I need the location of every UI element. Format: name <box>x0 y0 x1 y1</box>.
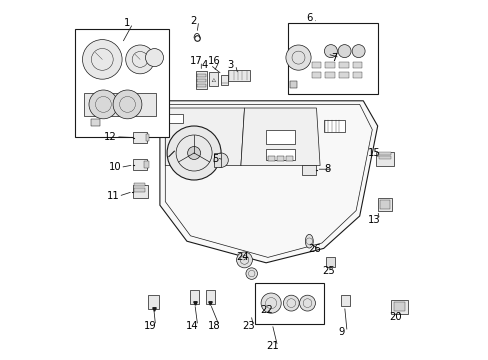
Text: 1: 1 <box>124 18 130 28</box>
Bar <box>311 72 321 78</box>
Text: 5: 5 <box>212 154 219 164</box>
Text: 3: 3 <box>226 60 233 70</box>
Bar <box>393 302 404 311</box>
Circle shape <box>261 293 281 313</box>
Text: 2: 2 <box>190 16 196 26</box>
Bar <box>221 75 228 85</box>
Circle shape <box>82 40 122 79</box>
Text: 13: 13 <box>367 215 380 225</box>
Text: 22: 22 <box>260 305 273 315</box>
Bar <box>134 188 144 192</box>
Bar <box>197 74 205 77</box>
Bar <box>287 23 377 94</box>
Text: 24: 24 <box>236 252 248 262</box>
Text: 7: 7 <box>331 53 337 63</box>
Circle shape <box>351 45 365 58</box>
Bar <box>375 152 393 166</box>
Circle shape <box>89 90 118 119</box>
Polygon shape <box>241 108 320 166</box>
Bar <box>379 200 389 209</box>
Circle shape <box>236 252 252 268</box>
Text: 18: 18 <box>207 321 220 331</box>
Text: 9: 9 <box>338 327 344 337</box>
Text: 4: 4 <box>202 60 207 70</box>
Bar <box>378 156 390 159</box>
Bar <box>378 152 390 155</box>
Bar <box>190 290 199 304</box>
Bar <box>196 71 206 89</box>
Bar <box>268 156 274 161</box>
Bar <box>352 62 362 68</box>
Bar <box>277 156 283 161</box>
Circle shape <box>187 147 200 159</box>
Text: 6: 6 <box>305 13 312 23</box>
Bar <box>213 153 221 167</box>
Text: 21: 21 <box>265 341 278 351</box>
Bar <box>197 84 205 87</box>
Text: 16: 16 <box>207 56 220 66</box>
Bar <box>339 72 348 78</box>
Text: 12: 12 <box>104 132 117 142</box>
Bar <box>377 198 391 211</box>
Circle shape <box>167 126 221 180</box>
Bar <box>148 295 159 309</box>
Text: 14: 14 <box>185 321 198 331</box>
Circle shape <box>324 45 337 58</box>
Text: 23: 23 <box>241 321 254 331</box>
Bar <box>133 159 146 170</box>
Bar <box>228 70 249 81</box>
Text: 17: 17 <box>189 56 202 66</box>
Bar <box>90 119 100 126</box>
Bar <box>84 93 156 116</box>
Circle shape <box>213 153 228 167</box>
Bar <box>339 62 348 68</box>
Text: 19: 19 <box>143 321 156 331</box>
Bar <box>197 79 205 82</box>
Polygon shape <box>165 108 244 166</box>
Text: 8: 8 <box>324 164 330 174</box>
Bar <box>205 290 214 304</box>
Circle shape <box>145 49 163 67</box>
Text: 10: 10 <box>108 162 121 172</box>
Bar <box>302 165 316 175</box>
Bar <box>133 132 146 143</box>
Text: 25: 25 <box>322 266 335 276</box>
Circle shape <box>125 45 154 74</box>
Bar <box>285 156 292 161</box>
Bar <box>265 130 294 144</box>
Bar <box>132 185 147 198</box>
Polygon shape <box>160 101 377 263</box>
Bar <box>352 72 362 78</box>
Bar <box>325 62 334 68</box>
Bar <box>168 114 183 123</box>
Circle shape <box>283 295 299 311</box>
Circle shape <box>113 90 142 119</box>
Bar <box>75 29 168 137</box>
Bar <box>325 72 334 78</box>
Bar <box>145 134 149 141</box>
Bar <box>390 300 407 314</box>
Text: 15: 15 <box>367 148 380 158</box>
Bar <box>323 120 345 132</box>
Bar <box>340 295 349 306</box>
Bar <box>325 257 334 267</box>
Text: 11: 11 <box>106 191 119 201</box>
Circle shape <box>285 45 310 70</box>
Ellipse shape <box>305 234 313 248</box>
Bar <box>255 283 323 324</box>
Circle shape <box>337 45 350 58</box>
Text: 20: 20 <box>388 312 401 322</box>
Bar <box>265 149 294 160</box>
Bar <box>289 81 296 88</box>
Bar <box>209 72 218 86</box>
Circle shape <box>245 268 257 279</box>
Bar <box>144 161 148 168</box>
Bar <box>311 62 321 68</box>
Bar <box>134 183 144 186</box>
Circle shape <box>299 295 315 311</box>
Text: 26: 26 <box>308 244 321 254</box>
